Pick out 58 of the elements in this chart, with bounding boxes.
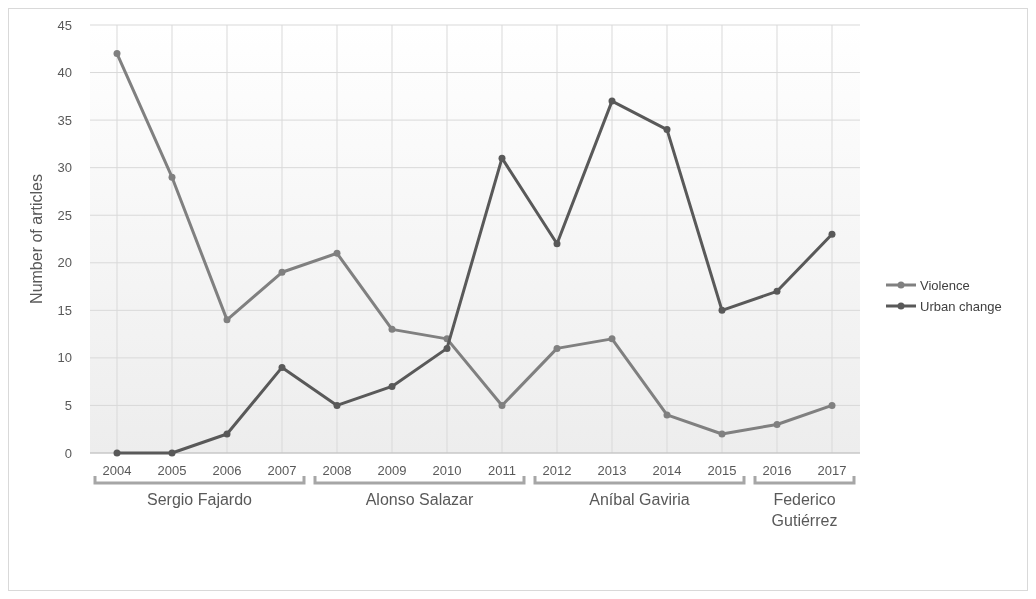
point (333, 401, 341, 409)
point (223, 316, 231, 324)
y-tick-label: 5 (64, 397, 72, 413)
point (718, 306, 726, 314)
y-tick-label: 30 (57, 160, 72, 176)
x-tick-label: 2005 (157, 463, 187, 478)
point (333, 249, 341, 257)
point (388, 382, 396, 390)
y-tick-label: 20 (57, 255, 72, 271)
point (388, 325, 396, 333)
text: Sergio Fajardo (147, 491, 253, 508)
x-tick-label: 2004 (102, 463, 132, 478)
y-tick-label: 25 (57, 207, 72, 223)
point (278, 363, 286, 371)
point (168, 449, 176, 457)
y-tick-label: 10 (57, 350, 72, 366)
x-tick-label: 2009 (377, 463, 407, 478)
point (168, 173, 176, 181)
point (663, 126, 671, 134)
y-tick-label: 40 (57, 65, 72, 81)
y-tick-label: 45 (57, 17, 72, 33)
point (278, 268, 286, 276)
legend-label: Violence (920, 277, 970, 293)
point (498, 154, 506, 162)
x-tick-label: 2011 (488, 463, 516, 478)
point (663, 411, 671, 419)
x-tick-label: 2015 (707, 463, 737, 478)
point (113, 50, 121, 58)
y-tick-label: 15 (57, 302, 72, 318)
point (773, 287, 781, 295)
point (553, 240, 561, 248)
legend-label: Urban change (920, 298, 1002, 314)
point (443, 344, 451, 352)
text: Federico Gutiérrez (771, 491, 838, 529)
point (113, 449, 121, 457)
text: Aníbal Gaviria (589, 491, 690, 508)
point (828, 230, 836, 238)
point (498, 401, 506, 409)
x-tick-label: 2010 (432, 463, 462, 478)
y-axis-title: Number of articles (28, 174, 45, 304)
text: Alonso Salazar (365, 491, 474, 508)
x-tick-label: 2006 (212, 463, 242, 478)
point (773, 420, 781, 428)
y-tick-label: 35 (57, 112, 72, 128)
point (608, 97, 616, 105)
x-tick-label: 2008 (322, 463, 352, 478)
point (718, 430, 726, 438)
point (828, 401, 836, 409)
x-tick-label: 2016 (762, 463, 792, 478)
point (553, 344, 561, 352)
y-tick-label: 0 (64, 445, 72, 461)
x-tick-label: 2017 (817, 463, 847, 478)
x-tick-label: 2014 (652, 463, 682, 478)
x-tick-label: 2007 (267, 463, 297, 478)
x-tick-label: 2012 (542, 463, 572, 478)
point (223, 430, 231, 438)
point (608, 335, 616, 343)
x-tick-label: 2013 (597, 463, 627, 478)
